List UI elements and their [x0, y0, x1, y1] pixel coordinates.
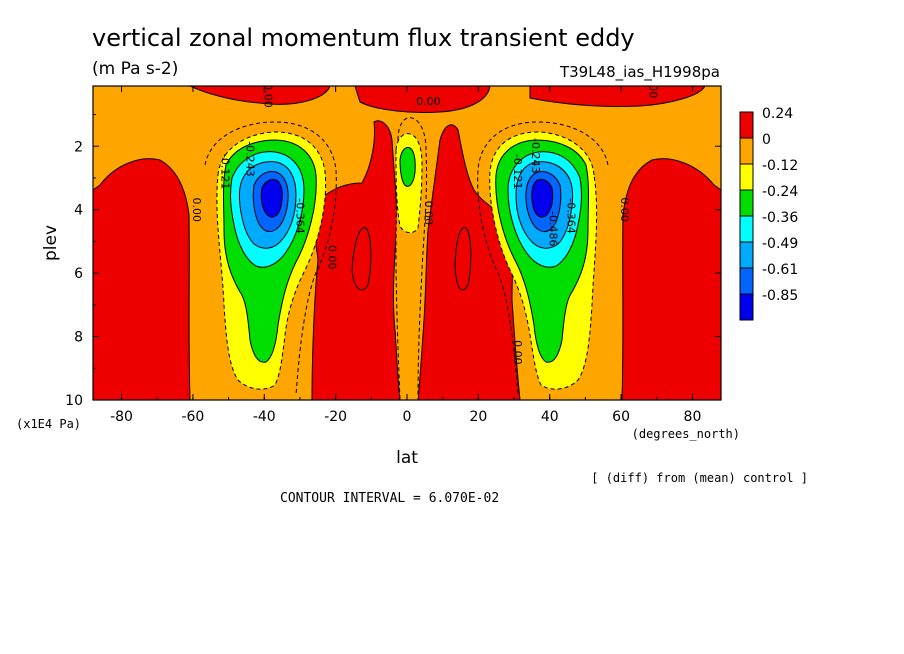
x-tick-label: 40: [541, 409, 559, 425]
red-region-far-south: [93, 158, 191, 400]
colorbar-label: -0.85: [762, 288, 798, 304]
colorbar-swatch: [739, 241, 754, 269]
contour-label: -0.121: [511, 154, 524, 189]
x-unit-label: (degrees_north): [632, 427, 740, 441]
colorbar-swatch: [739, 163, 754, 191]
y-tick-label: 4: [74, 203, 83, 219]
contour-label: -0.486: [547, 211, 560, 246]
colorbar-swatch: [739, 293, 754, 321]
colorbar-label: -0.24: [762, 184, 798, 200]
x-tick-label: 80: [684, 409, 702, 425]
red-region-top-north: [529, 86, 706, 108]
run-id: T39L48_ias_H1998pa: [559, 63, 720, 82]
colorbar-label: -0.61: [762, 262, 798, 278]
contour-label: 0.00: [326, 245, 339, 270]
y-tick-label: 10: [65, 393, 83, 409]
y-axis: 2 4 6 8 10: [65, 114, 721, 409]
x-tick-label: 0: [403, 409, 412, 425]
red-region-center-south: [309, 120, 401, 400]
x-axis-label: lat: [396, 448, 418, 468]
x-tick-label: 20: [469, 409, 487, 425]
colorbar-swatch: [739, 137, 754, 165]
colorbar-label: 0.24: [762, 106, 793, 122]
colorbar-label: -0.36: [762, 210, 798, 226]
colorbar-legend: 0.24 0 -0.12 -0.24 -0.36 -0.49 -0.61 -0.85: [739, 106, 798, 321]
colorbar-swatch: [739, 215, 754, 243]
colorbar-swatch: [739, 189, 754, 217]
contour-label: 0.00: [511, 340, 524, 365]
contour-label: 0.00: [647, 74, 660, 99]
contour-label: 0.00: [618, 197, 631, 222]
x-tick-label: 60: [612, 409, 630, 425]
contour-label: 0.00: [416, 95, 441, 108]
plot-area: 0.00 0.00 0.00 0.00 0.00 0.00 0.00 0.00 -0.121 -0…: [93, 74, 721, 400]
contour-label: -0.121: [218, 154, 231, 189]
y-tick-label: 2: [74, 139, 83, 155]
north-lobe-deepblue: [531, 178, 554, 218]
contour-center-right-loop: [454, 227, 472, 291]
contour-label: -0.243: [243, 141, 256, 176]
contour-label: -0.364: [565, 198, 578, 233]
red-region-top-center: [354, 86, 491, 113]
contour-label: -0.243: [529, 138, 542, 173]
chart-units: (m Pa s-2): [92, 59, 178, 79]
center-tongue-green: [399, 147, 416, 187]
south-lobe-deepblue: [260, 178, 283, 218]
diff-note: [ (diff) from (mean) control ]: [591, 471, 808, 485]
y-axis-label: plev: [41, 225, 61, 261]
contour-interval: CONTOUR INTERVAL = 6.070E-02: [280, 491, 499, 506]
red-region-far-north: [621, 158, 721, 400]
colorbar-swatch: [739, 267, 754, 295]
chart-title: vertical zonal momentum flux transient e…: [92, 24, 635, 52]
y-tick-label: 6: [74, 266, 83, 282]
x-axis: -80 -60 -40 -20 0 20 40 60 80: [110, 86, 701, 425]
x-tick-label: -20: [324, 409, 347, 425]
contour-label: 0.00: [422, 201, 435, 226]
red-region-top-south: [189, 86, 331, 105]
y-unit-label: (x1E4 Pa): [16, 417, 81, 431]
north-dashed-contour: [477, 121, 609, 396]
red-region-center-north: [417, 124, 521, 400]
south-dashed-contour: [204, 121, 337, 396]
x-tick-label: -60: [181, 409, 204, 425]
x-tick-label: -40: [253, 409, 276, 425]
colorbar-label: -0.49: [762, 236, 798, 252]
colorbar-label: -0.12: [762, 158, 798, 174]
contour-labels: 0.00 0.00 0.00 0.00 0.00 0.00 0.00 0.00 -0.121 -0…: [190, 74, 660, 365]
x-tick-label: -80: [110, 409, 133, 425]
colorbar-label: 0: [762, 132, 771, 148]
contour-label: 0.00: [190, 197, 203, 222]
colorbar-swatch: [739, 111, 754, 139]
y-tick-label: 8: [74, 330, 83, 346]
contour-label: -0.364: [293, 198, 306, 233]
contour-label: 0.00: [261, 83, 274, 108]
blue-small-center-left: [351, 227, 372, 291]
